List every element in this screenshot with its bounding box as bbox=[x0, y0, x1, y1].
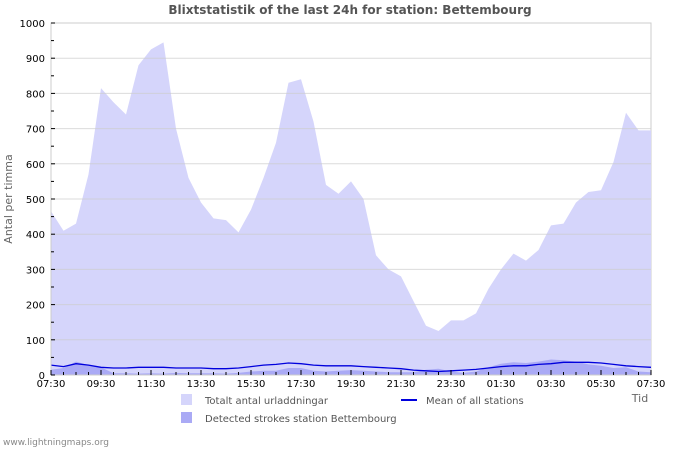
svg-text:01:30: 01:30 bbox=[487, 379, 516, 390]
x-axis-label: Tid bbox=[631, 392, 648, 405]
svg-text:100: 100 bbox=[26, 336, 45, 347]
svg-text:0: 0 bbox=[39, 371, 45, 382]
plot-series bbox=[50, 42, 652, 376]
svg-text:Totalt antal urladdningar: Totalt antal urladdningar bbox=[204, 396, 329, 407]
y-axis-label: Antal per timma bbox=[2, 154, 15, 243]
axes: 0 100 200 300 400 500 600 700 800 900 1000 07:30 09:… bbox=[20, 19, 666, 390]
svg-text:300: 300 bbox=[26, 265, 45, 276]
svg-text:400: 400 bbox=[26, 230, 45, 241]
svg-text:Detected strokes station Bette: Detected strokes station Bettembourg bbox=[205, 414, 397, 425]
svg-text:11:30: 11:30 bbox=[137, 379, 166, 390]
svg-text:700: 700 bbox=[26, 125, 45, 136]
svg-text:15:30: 15:30 bbox=[237, 379, 266, 390]
svg-text:800: 800 bbox=[26, 89, 45, 100]
svg-text:05:30: 05:30 bbox=[587, 379, 616, 390]
svg-text:09:30: 09:30 bbox=[87, 379, 116, 390]
chart-title: Blixtstatistik of the last 24h for stati… bbox=[168, 3, 532, 17]
svg-text:500: 500 bbox=[26, 195, 45, 206]
series-line bbox=[50, 361, 652, 373]
svg-text:200: 200 bbox=[26, 301, 45, 312]
svg-text:07:30: 07:30 bbox=[637, 379, 666, 390]
svg-text:23:30: 23:30 bbox=[437, 379, 466, 390]
svg-text:1000: 1000 bbox=[20, 19, 45, 30]
svg-text:17:30: 17:30 bbox=[287, 379, 316, 390]
legend: Totalt antal urladdningar Mean of all sta… bbox=[181, 394, 524, 425]
svg-text:600: 600 bbox=[26, 160, 45, 171]
svg-text:Mean of all stations: Mean of all stations bbox=[426, 396, 524, 407]
series-area bbox=[51, 42, 651, 376]
svg-text:900: 900 bbox=[26, 54, 45, 65]
watermark-link[interactable]: www.lightningmaps.org bbox=[3, 438, 109, 448]
svg-text:13:30: 13:30 bbox=[187, 379, 216, 390]
svg-text:03:30: 03:30 bbox=[537, 379, 566, 390]
svg-text:21:30: 21:30 bbox=[387, 379, 416, 390]
legend-item: Detected strokes station Bettembourg bbox=[181, 412, 397, 425]
svg-text:07:30: 07:30 bbox=[37, 379, 66, 390]
legend-item: Totalt antal urladdningar bbox=[181, 394, 329, 407]
legend-item: Mean of all stations bbox=[401, 396, 524, 407]
svg-text:19:30: 19:30 bbox=[337, 379, 366, 390]
